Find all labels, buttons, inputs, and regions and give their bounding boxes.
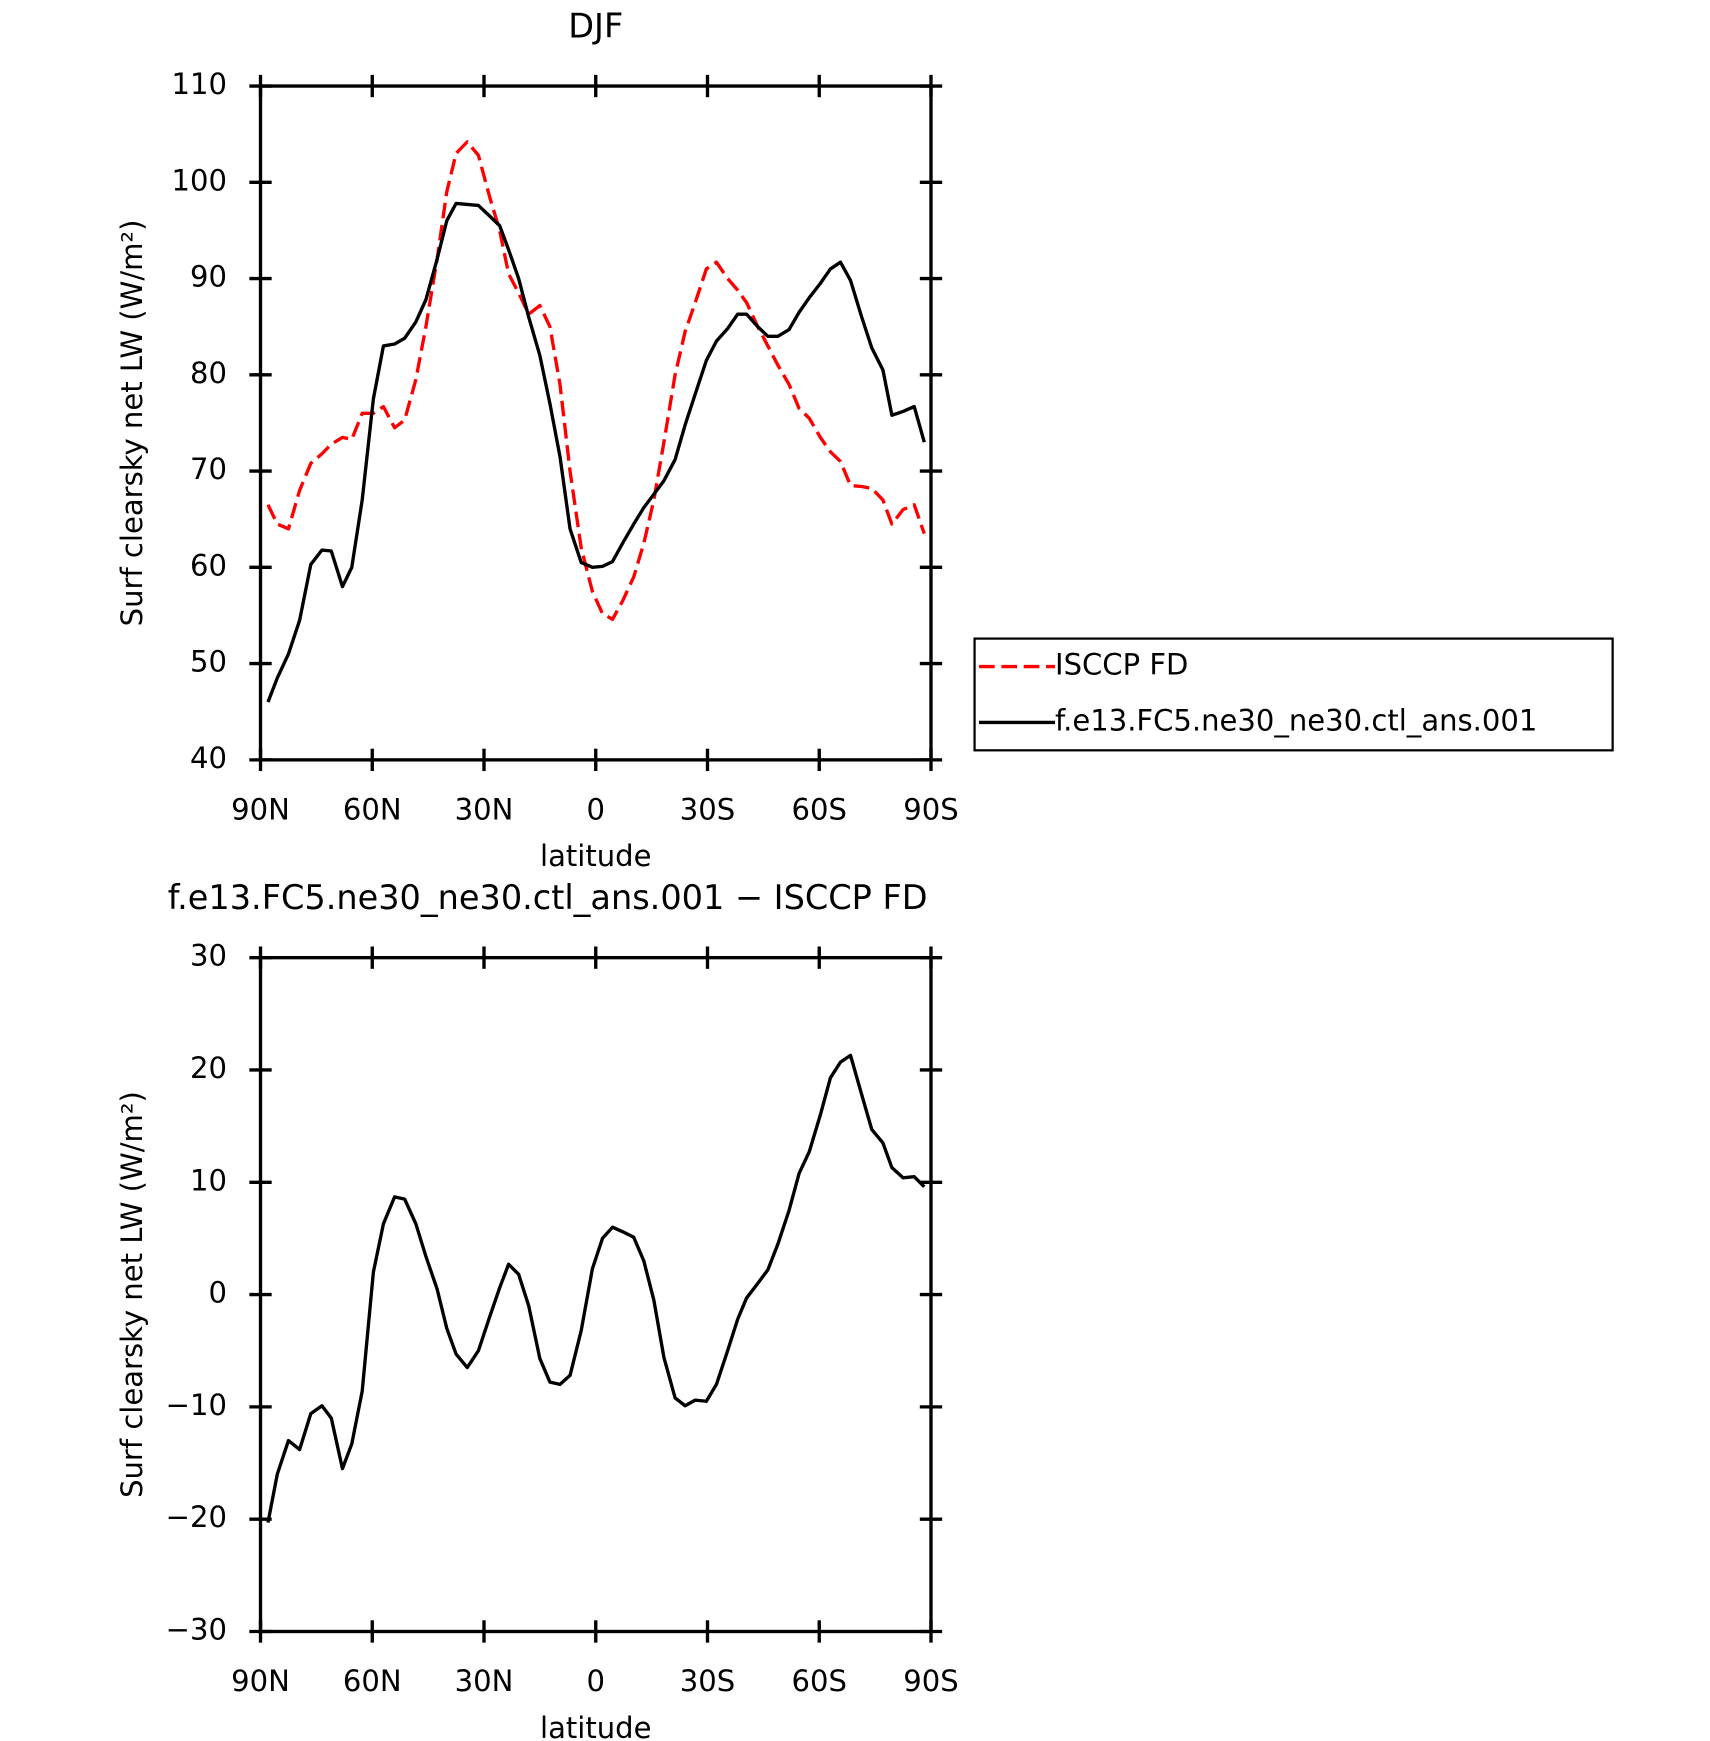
legend-label: ISCCP FD (1055, 648, 1188, 682)
y-tick-label: −30 (166, 1612, 227, 1646)
y-tick-label: 30 (190, 939, 227, 973)
chart-title: DJF (568, 6, 623, 45)
y-tick-label: 60 (190, 548, 227, 582)
y-tick-label: −10 (166, 1388, 227, 1422)
x-tick-label: 60N (343, 1664, 402, 1698)
y-tick-label: 70 (190, 452, 227, 486)
x-tick-label: 0 (587, 1664, 605, 1698)
x-tick-label: 90N (231, 792, 290, 826)
legend-box (973, 637, 1614, 752)
x-tick-label: 30N (455, 1664, 514, 1698)
data-line (266, 201, 926, 703)
data-line (266, 1053, 926, 1523)
y-tick-label: 110 (172, 67, 227, 101)
x-axis-label: latitude (540, 839, 651, 873)
y-tick-label: −20 (166, 1500, 227, 1534)
x-tick-label: 30S (680, 1664, 735, 1698)
x-tick-label: 60S (792, 792, 847, 826)
y-tick-label: 10 (190, 1163, 227, 1197)
x-tick-label: 90N (231, 1664, 290, 1698)
x-tick-label: 0 (587, 792, 605, 826)
y-axis-label: Surf clearsky net LW (W/m²) (115, 1091, 149, 1498)
x-tick-label: 60S (792, 1664, 847, 1698)
data-line (266, 140, 926, 622)
x-tick-label: 30S (680, 792, 735, 826)
legend-label: f.e13.FC5.ne30_ne30.ctl_ans.001 (1055, 703, 1537, 737)
y-tick-label: 100 (172, 163, 227, 197)
y-tick-label: 20 (190, 1051, 227, 1085)
y-tick-label: 80 (190, 356, 227, 390)
chart-title: f.e13.FC5.ne30_ne30.ctl_ans.001 − ISCCP … (168, 878, 928, 917)
plot-frame (258, 84, 933, 762)
x-tick-label: 90S (903, 1664, 958, 1698)
y-axis-label: Surf clearsky net LW (W/m²) (115, 220, 149, 627)
plot-frame (258, 955, 933, 1634)
x-tick-label: 60N (343, 792, 402, 826)
x-axis-label: latitude (540, 1711, 651, 1741)
y-tick-label: 40 (190, 741, 227, 775)
x-tick-label: 30N (455, 792, 514, 826)
y-tick-label: 50 (190, 645, 227, 679)
x-tick-label: 90S (903, 792, 958, 826)
y-tick-label: 90 (190, 260, 227, 294)
y-tick-label: 0 (209, 1276, 227, 1310)
